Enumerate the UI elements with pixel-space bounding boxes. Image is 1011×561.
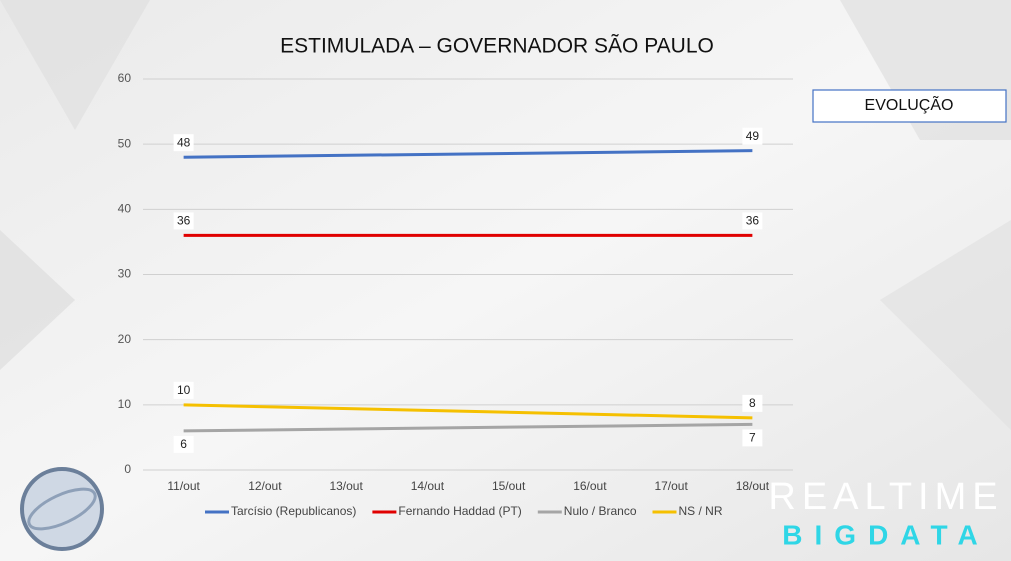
bg-shape xyxy=(0,230,75,370)
data-label: 10 xyxy=(177,383,191,397)
bg-shape xyxy=(0,0,150,130)
data-label-box xyxy=(173,435,194,453)
x-tick-label: 13/out xyxy=(329,479,363,493)
x-tick-label: 17/out xyxy=(654,479,688,493)
y-tick-label: 50 xyxy=(118,136,132,150)
x-tick-label: 11/out xyxy=(167,479,200,493)
legend-label: NS / NR xyxy=(679,504,723,518)
y-tick-label: 0 xyxy=(124,462,131,476)
y-tick-label: 40 xyxy=(118,202,132,216)
logo-globe xyxy=(20,467,104,551)
data-label: 7 xyxy=(749,431,756,445)
data-label: 6 xyxy=(180,437,187,451)
line xyxy=(183,403,753,420)
line xyxy=(183,422,753,433)
data-label-box xyxy=(742,429,763,447)
y-tick-label: 10 xyxy=(118,397,132,411)
line xyxy=(183,149,753,159)
data-label: 49 xyxy=(746,129,760,143)
y-tick-label: 60 xyxy=(118,71,132,85)
data-label-box xyxy=(742,127,763,145)
y-tick-label: 20 xyxy=(118,332,132,346)
legend-label: Tarcísio (Republicanos) xyxy=(231,504,356,518)
data-label: 36 xyxy=(746,214,760,228)
legend-label: Fernando Haddad (PT) xyxy=(398,504,521,518)
data-label: 8 xyxy=(749,396,756,410)
badge-box xyxy=(812,89,1007,123)
data-label-box xyxy=(742,212,763,230)
x-tick-label: 16/out xyxy=(573,479,607,493)
x-tick-label: 18/out xyxy=(736,479,770,493)
badge: EVOLUÇÃO xyxy=(865,94,954,114)
x-tick-label: 12/out xyxy=(248,479,282,493)
x-tick-label: 14/out xyxy=(411,479,445,493)
data-label-box xyxy=(173,134,194,152)
logo-text: BIGDATA xyxy=(782,519,989,550)
data-label: 48 xyxy=(177,135,191,149)
data-label: 36 xyxy=(177,214,191,228)
x-tick-label: 15/out xyxy=(492,479,526,493)
y-tick-label: 30 xyxy=(118,267,132,281)
logo-text: REALTIME xyxy=(768,476,1003,518)
bg-shape xyxy=(880,220,1011,430)
logo-orbit xyxy=(27,487,97,531)
legend-label: Nulo / Branco xyxy=(564,504,637,518)
chart-title: ESTIMULADA – GOVERNADOR SÃO PAULO xyxy=(280,34,714,58)
data-label-box xyxy=(173,381,194,399)
data-label-box xyxy=(742,394,763,412)
data-label-box xyxy=(173,212,194,230)
